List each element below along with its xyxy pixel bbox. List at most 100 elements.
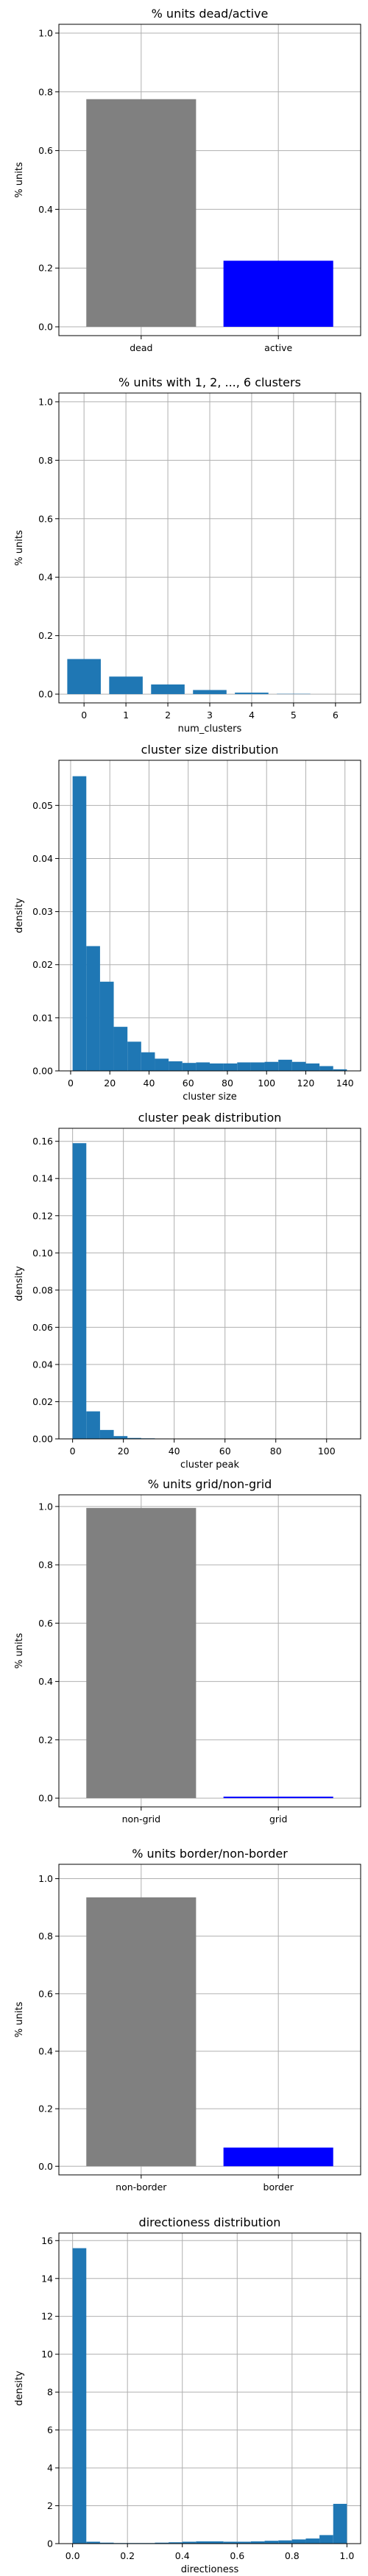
x-tick-label: 0 xyxy=(70,1446,76,1457)
bar xyxy=(264,1061,279,1071)
bar xyxy=(99,1429,114,1439)
bar xyxy=(86,1897,197,2167)
y-tick-label: 10 xyxy=(41,2349,53,2360)
x-tick-label: non-grid xyxy=(122,1814,160,1825)
bar xyxy=(113,1436,128,1439)
x-tick-label: 0.8 xyxy=(285,2550,300,2561)
chart-panel-7: 0 2 4 6 8 10 12 14 16 0.0 0.2 0.4 0.6 0.8 1.0 direction… xyxy=(14,2215,361,2575)
y-tick-label: 0.00 xyxy=(32,1434,53,1445)
chart-title: % units with 1, 2, ..., 6 clusters xyxy=(118,375,301,389)
y-tick-label: 0.04 xyxy=(32,853,53,864)
y-axis-label: % units xyxy=(14,162,25,198)
y-axis-label: density xyxy=(14,2371,25,2406)
x-tick-label: non-border xyxy=(116,2182,167,2193)
y-tick-label: 0.4 xyxy=(38,204,53,215)
y-tick-label: 0.6 xyxy=(38,1618,53,1629)
x-tick-label: 60 xyxy=(183,1078,194,1089)
bar xyxy=(127,1437,141,1439)
chart-panel-4: 0.00 0.02 0.04 0.06 0.08 0.10 0.12 0.14 0.16 0 20 4… xyxy=(14,1111,361,1471)
y-tick-label: 0.8 xyxy=(38,455,53,466)
y-tick-label: 0.6 xyxy=(38,1988,53,1999)
y-axis-label: % units xyxy=(14,1633,25,1669)
bar xyxy=(86,1411,100,1439)
x-axis-label: cluster peak xyxy=(180,1459,240,1471)
y-tick-label: 1.0 xyxy=(38,1873,53,1884)
y-tick-label: 0 xyxy=(47,2538,53,2550)
chart-panel-5: 0.0 0.2 0.4 0.6 0.8 1.0 non-grid grid % units gr… xyxy=(14,1477,361,1825)
y-tick-label: 0.8 xyxy=(38,1931,53,1942)
y-tick-label: 2 xyxy=(47,2500,53,2511)
bar xyxy=(72,776,87,1071)
x-tick-label: 1.0 xyxy=(339,2550,354,2561)
x-tick-label: 5 xyxy=(291,710,297,721)
x-tick-label: 0 xyxy=(68,1078,74,1089)
bar xyxy=(109,676,143,695)
x-tick-label: border xyxy=(263,2182,294,2193)
bar xyxy=(196,2541,210,2544)
bar xyxy=(155,1058,169,1071)
bar xyxy=(250,2541,265,2544)
x-tick-label: 100 xyxy=(318,1446,336,1457)
y-tick-label: 0.06 xyxy=(32,1322,53,1333)
x-tick-label: 3 xyxy=(207,710,213,721)
y-tick-label: 0.2 xyxy=(38,2103,53,2115)
y-tick-label: 0.0 xyxy=(38,1793,53,1804)
y-tick-label: 0.8 xyxy=(38,86,53,97)
y-tick-label: 0.6 xyxy=(38,513,53,524)
chart-panel-1: 0.0 0.2 0.4 0.6 0.8 1.0 dead active % units dead… xyxy=(14,7,361,353)
x-axis-label: directioness xyxy=(181,2564,239,2575)
y-tick-label: 0.0 xyxy=(38,322,53,333)
y-axis-label: density xyxy=(14,898,25,933)
chart-title: % units border/non-border xyxy=(132,1847,288,1861)
y-tick-label: 4 xyxy=(47,2463,53,2474)
y-tick-label: 0.4 xyxy=(38,572,53,583)
bar xyxy=(72,1143,87,1439)
bar xyxy=(169,2542,183,2544)
y-tick-label: 0.12 xyxy=(32,1210,53,1221)
chart-title: % units grid/non-grid xyxy=(148,1477,272,1491)
bar xyxy=(278,1059,292,1071)
x-tick-label: 100 xyxy=(258,1078,275,1089)
bar xyxy=(196,1062,210,1071)
bar xyxy=(223,2147,333,2167)
plot-frame xyxy=(58,760,361,1072)
bar xyxy=(182,1063,197,1071)
bar xyxy=(86,946,100,1071)
bar xyxy=(319,1066,333,1071)
y-tick-label: 0.10 xyxy=(32,1248,53,1259)
bar xyxy=(210,1063,224,1071)
x-tick-label: 0.6 xyxy=(230,2550,244,2561)
x-tick-label: 40 xyxy=(169,1446,180,1457)
bar xyxy=(223,261,333,328)
chart-title: directioness distribution xyxy=(139,2215,281,2229)
x-tick-label: 140 xyxy=(336,1078,354,1089)
y-tick-label: 0.08 xyxy=(32,1284,53,1295)
bar xyxy=(278,2540,292,2544)
y-tick-label: 1.0 xyxy=(38,1501,53,1512)
bar xyxy=(237,1062,251,1071)
y-tick-label: 0.2 xyxy=(38,630,53,641)
y-tick-label: 1.0 xyxy=(38,27,53,38)
chart-panel-3: 0.00 0.01 0.02 0.03 0.04 0.05 0 20 40 60 80 100 120 1… xyxy=(14,743,361,1103)
bar xyxy=(210,2541,224,2544)
y-tick-label: 0.14 xyxy=(32,1173,53,1184)
bar xyxy=(67,659,101,695)
y-tick-label: 0.00 xyxy=(32,1066,53,1077)
bar xyxy=(193,690,227,695)
y-tick-label: 0.02 xyxy=(32,959,53,970)
bar xyxy=(291,2539,306,2544)
bar xyxy=(72,2248,87,2544)
bar xyxy=(127,1041,141,1071)
y-tick-label: 0.02 xyxy=(32,1396,53,1407)
y-tick-label: 0.16 xyxy=(32,1136,53,1147)
x-tick-label: grid xyxy=(269,1814,287,1825)
x-tick-label: 20 xyxy=(104,1078,116,1089)
x-tick-label: 0.2 xyxy=(120,2550,135,2561)
y-tick-label: 0.05 xyxy=(32,800,53,811)
x-tick-label: 0.0 xyxy=(66,2550,80,2561)
plot-frame xyxy=(58,1864,361,2176)
plot-frame xyxy=(58,1128,361,1440)
bar xyxy=(250,1062,265,1071)
y-tick-label: 0.8 xyxy=(38,1560,53,1571)
